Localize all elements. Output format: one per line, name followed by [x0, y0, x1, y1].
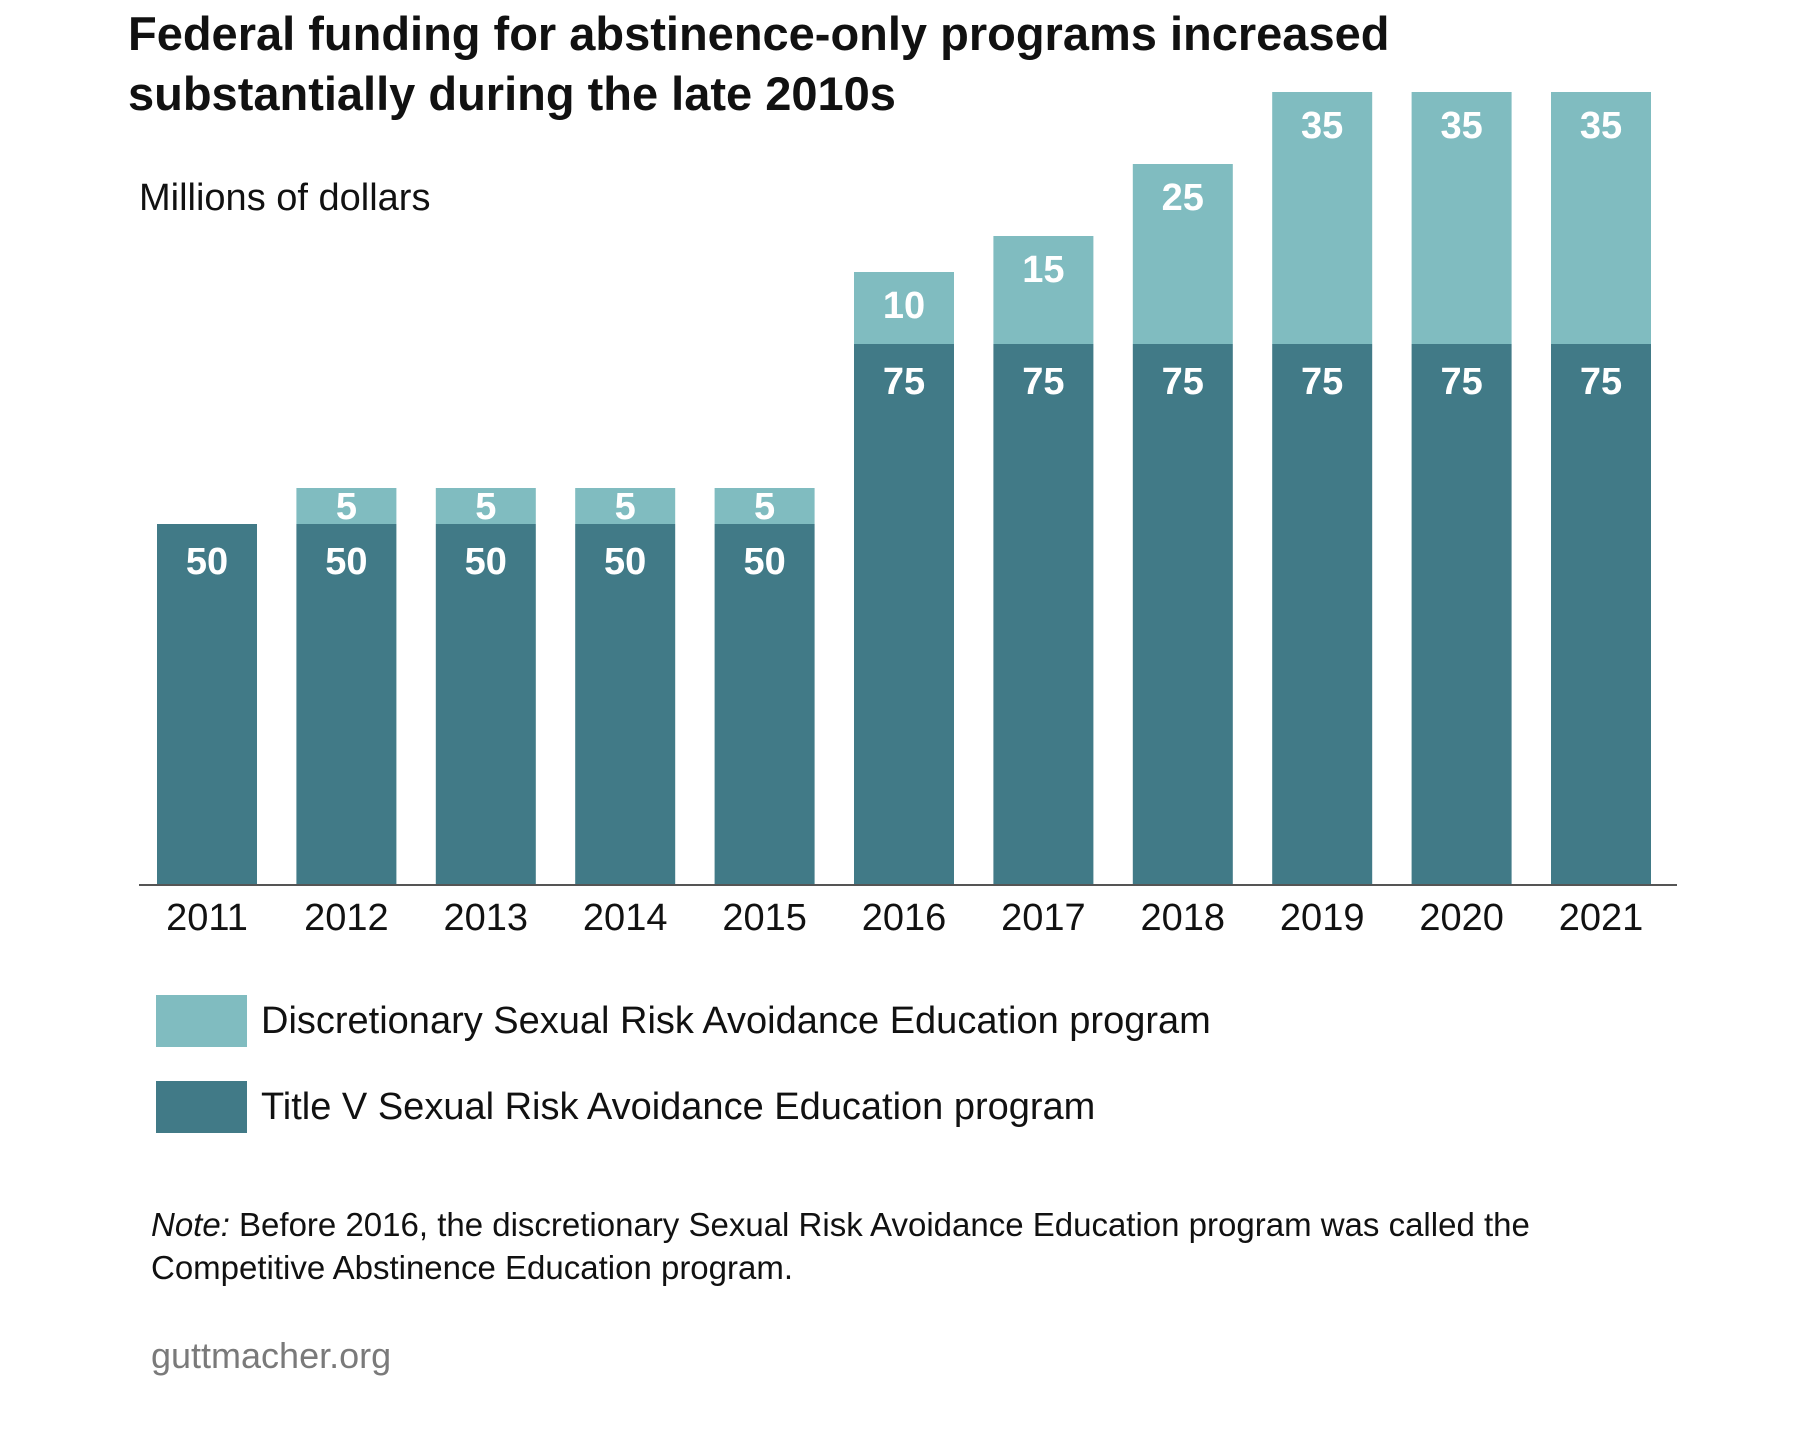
- bar-label-discretionary-2018: 25: [1162, 177, 1204, 219]
- bar-title-v-2017: [993, 344, 1094, 884]
- stacked-bar-chart: Millions of dollars 50 50 5 50 5 50 5 50 5 75 10 75…: [139, 92, 1677, 939]
- x-tick-label-2014: 2014: [583, 897, 668, 939]
- bar-label-title-v-2018: 75: [1162, 361, 1204, 403]
- bar-label-title-v-2020: 75: [1440, 361, 1482, 403]
- bar-discretionary-2012: [296, 488, 397, 524]
- bar-label-discretionary-2014: 5: [615, 486, 636, 528]
- chart-title-line-1: Federal funding for abstinence-only prog…: [128, 7, 1390, 60]
- x-tick-label-2013: 2013: [444, 897, 529, 939]
- bar-discretionary-2014: [575, 488, 676, 524]
- bar-group: 50 50 5 50 5 50 5 50 5 75 10 75 15 75 25 75 35 75 35 75 35: [157, 92, 1651, 884]
- legend: Discretionary Sexual Risk Avoidance Educ…: [156, 995, 1211, 1167]
- bar-discretionary-2016: [854, 272, 954, 344]
- bar-discretionary-2018: [1132, 164, 1233, 344]
- bar-title-v-2018: [1132, 344, 1233, 884]
- bar-discretionary-2013: [435, 488, 536, 524]
- bar-discretionary-2019: [1272, 92, 1373, 344]
- source-credit: guttmacher.org: [151, 1335, 392, 1376]
- bar-label-title-v-2017: 75: [1022, 361, 1064, 403]
- bar-title-v-2014: [575, 524, 676, 884]
- legend-item-discretionary: Discretionary Sexual Risk Avoidance Educ…: [156, 995, 1211, 1047]
- x-tick-label-2018: 2018: [1141, 897, 1226, 939]
- bar-title-v-2020: [1411, 344, 1512, 884]
- x-tick-label-2012: 2012: [304, 897, 389, 939]
- bar-discretionary-2017: [993, 236, 1094, 344]
- bar-label-discretionary-2013: 5: [475, 486, 496, 528]
- bar-label-discretionary-2016: 10: [883, 285, 925, 327]
- bar-title-v-2015: [714, 524, 815, 884]
- chart-title: Federal funding for abstinence-only prog…: [128, 4, 1628, 124]
- bar-label-title-v-2013: 50: [465, 541, 507, 583]
- bar-discretionary-2015: [714, 488, 815, 524]
- bar-title-v-2012: [296, 524, 397, 884]
- bar-label-discretionary-2012: 5: [336, 486, 357, 528]
- x-tick-label-2017: 2017: [1001, 897, 1086, 939]
- x-tick-label-2020: 2020: [1419, 897, 1504, 939]
- legend-item-title-v: Title V Sexual Risk Avoidance Education …: [156, 1081, 1211, 1133]
- x-tick-label-2021: 2021: [1559, 897, 1644, 939]
- bar-title-v-2013: [435, 524, 536, 884]
- bar-title-v-2016: [854, 344, 954, 884]
- legend-swatch-title-v: [156, 1081, 247, 1133]
- bar-label-discretionary-2021: 35: [1580, 105, 1622, 147]
- bar-label-title-v-2015: 50: [743, 541, 785, 583]
- bar-title-v-2019: [1272, 344, 1373, 884]
- footnote-line-2: Competitive Abstinence Education program…: [151, 1249, 794, 1286]
- bar-label-title-v-2021: 75: [1580, 361, 1622, 403]
- legend-label-discretionary: Discretionary Sexual Risk Avoidance Educ…: [261, 999, 1211, 1042]
- bar-label-title-v-2012: 50: [325, 541, 367, 583]
- footnote-text-1: Before 2016, the discretionary Sexual Ri…: [229, 1206, 1530, 1243]
- y-axis-label: Millions of dollars: [139, 177, 430, 219]
- footnote-lead: Note:: [151, 1206, 230, 1243]
- bar-label-discretionary-2015: 5: [754, 486, 775, 528]
- bar-label-title-v-2014: 50: [604, 541, 646, 583]
- bar-label-discretionary-2019: 35: [1301, 105, 1343, 147]
- bar-discretionary-2020: [1411, 92, 1512, 344]
- footnote-line-1: Note: Before 2016, the discretionary Sex…: [151, 1203, 1691, 1246]
- x-axis-ticks: 2011 2012 2013 2014 2015 2016 2017 2018 2019 2020…: [166, 897, 1643, 939]
- x-tick-label-2011: 2011: [166, 897, 248, 939]
- bar-label-title-v-2019: 75: [1301, 361, 1343, 403]
- bar-label-discretionary-2017: 15: [1022, 249, 1064, 291]
- bar-label-discretionary-2020: 35: [1440, 105, 1482, 147]
- chart-title-line-2: substantially during the late 2010s: [128, 67, 896, 120]
- legend-swatch-discretionary: [156, 995, 247, 1047]
- footnote: Note: Before 2016, the discretionary Sex…: [151, 1203, 1691, 1289]
- bar-discretionary-2021: [1551, 92, 1651, 344]
- bar-label-title-v-2011: 50: [186, 541, 228, 583]
- legend-label-title-v: Title V Sexual Risk Avoidance Education …: [261, 1085, 1096, 1128]
- bar-title-v-2021: [1551, 344, 1651, 884]
- x-tick-label-2019: 2019: [1280, 897, 1365, 939]
- x-tick-label-2015: 2015: [722, 897, 807, 939]
- x-tick-label-2016: 2016: [862, 897, 947, 939]
- bar-label-title-v-2016: 75: [883, 361, 925, 403]
- bar-title-v-2011: [157, 524, 257, 884]
